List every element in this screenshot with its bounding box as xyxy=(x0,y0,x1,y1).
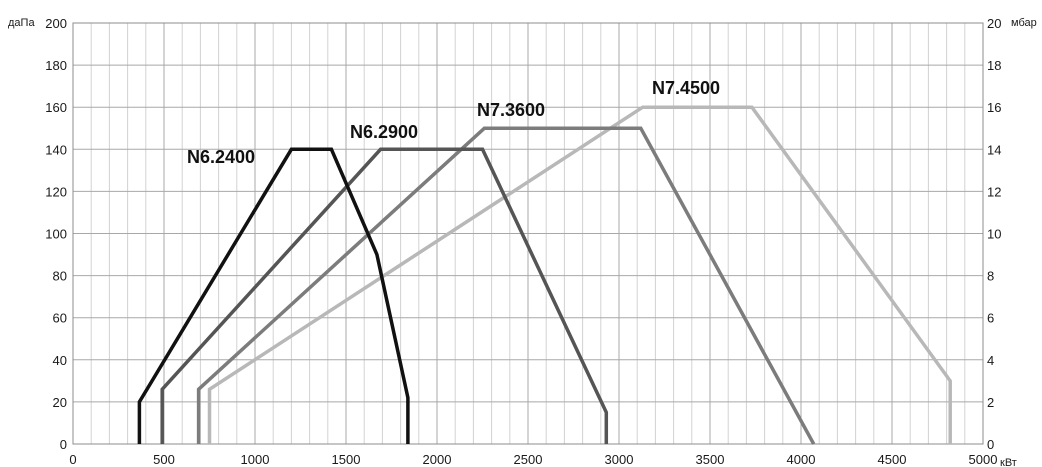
grid xyxy=(72,22,984,445)
plot-frame xyxy=(72,22,984,445)
y2-axis-unit: мбар xyxy=(1011,17,1037,29)
series xyxy=(137,105,952,445)
series-label-n6-2900: N6.2900 xyxy=(350,122,418,142)
y2-tick-label: 20 xyxy=(987,16,1001,31)
tick-labels: 0204060801001201401601802000246810121416… xyxy=(45,16,1001,467)
y2-tick-label: 8 xyxy=(987,269,994,284)
series-line-n7-4500 xyxy=(207,105,952,444)
y-tick-label: 60 xyxy=(53,311,67,326)
y2-tick-label: 2 xyxy=(987,395,994,410)
x-tick-label: 3500 xyxy=(696,452,725,467)
series-labels: N6.2400 N6.2900 N7.3600 N7.4500 xyxy=(187,78,720,167)
series-label-n7-3600: N7.3600 xyxy=(477,100,545,120)
y-tick-label: 180 xyxy=(45,58,67,73)
y-tick-label: 100 xyxy=(45,227,67,242)
y-axis-unit: даПа xyxy=(8,17,35,29)
y2-tick-label: 0 xyxy=(987,437,994,452)
y-tick-label: 200 xyxy=(45,16,67,31)
series-label-n7-4500: N7.4500 xyxy=(652,78,720,98)
x-tick-label: 1000 xyxy=(241,452,270,467)
y-tick-label: 20 xyxy=(53,395,67,410)
y2-tick-label: 14 xyxy=(987,142,1001,157)
x-tick-label: 500 xyxy=(153,452,175,467)
x-tick-label: 4000 xyxy=(787,452,816,467)
y2-tick-label: 18 xyxy=(987,58,1001,73)
series-line-n6-2900 xyxy=(160,147,609,444)
y-tick-label: 140 xyxy=(45,142,67,157)
axes: даПа мбар кВт xyxy=(8,17,1037,467)
y2-tick-label: 4 xyxy=(987,353,994,368)
series-label-n6-2400: N6.2400 xyxy=(187,147,255,167)
y2-tick-label: 16 xyxy=(987,100,1001,115)
series-line-n7-3600 xyxy=(196,126,816,445)
x-tick-label: 1500 xyxy=(332,452,361,467)
series-line-n6-2400 xyxy=(137,147,410,444)
y2-tick-label: 10 xyxy=(987,227,1001,242)
y2-tick-label: 12 xyxy=(987,184,1001,199)
y-tick-label: 120 xyxy=(45,184,67,199)
x-tick-label: 4500 xyxy=(878,452,907,467)
y2-tick-label: 6 xyxy=(987,311,994,326)
y-tick-label: 80 xyxy=(53,269,67,284)
x-tick-label: 2500 xyxy=(514,452,543,467)
x-tick-label: 5000 xyxy=(969,452,998,467)
x-axis-unit: кВт xyxy=(1000,457,1017,467)
x-tick-label: 0 xyxy=(69,452,76,467)
y-tick-label: 160 xyxy=(45,100,67,115)
x-tick-label: 2000 xyxy=(423,452,452,467)
y-tick-label: 40 xyxy=(53,353,67,368)
x-tick-label: 3000 xyxy=(605,452,634,467)
y-tick-label: 0 xyxy=(60,437,67,452)
